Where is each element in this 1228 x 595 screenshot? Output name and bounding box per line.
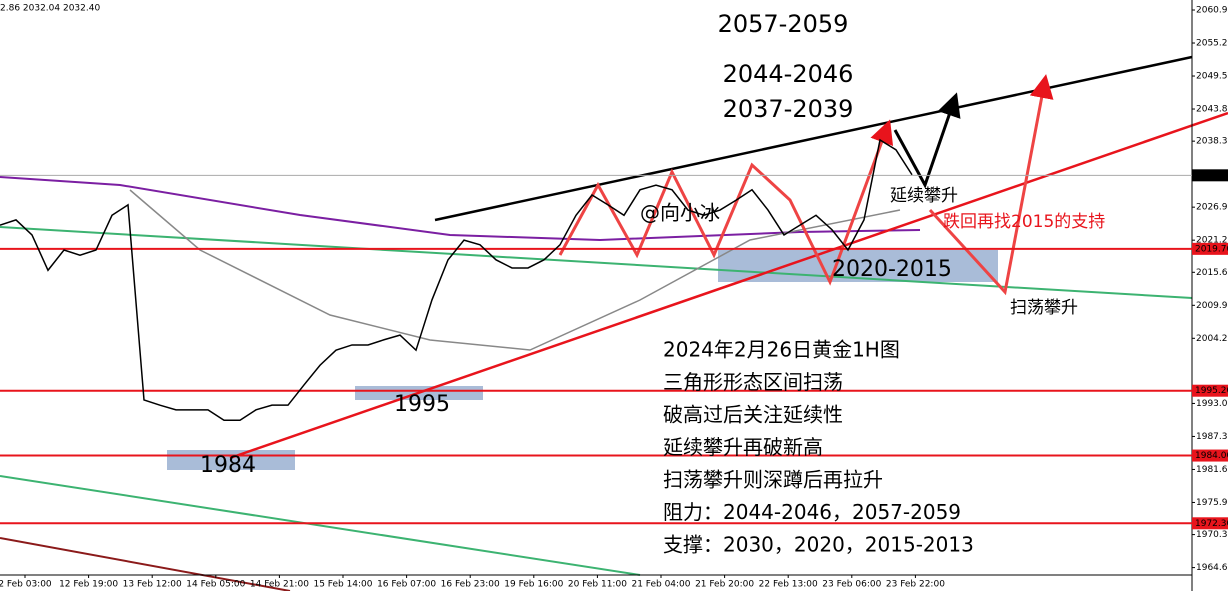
x-tick-label: 21 Feb 04:00 — [631, 580, 690, 590]
y-tick-label: 1975.90 — [1196, 498, 1228, 508]
x-tick-label: 2 Feb 03:00 — [0, 580, 52, 590]
y-tick-label: 1964.65 — [1196, 563, 1228, 573]
y-tick-label: 2038.30 — [1196, 137, 1228, 147]
level-tag-label: 2019.70 — [1195, 244, 1228, 254]
path-arrow — [893, 92, 961, 189]
level-tag-label: 1995.20 — [1195, 386, 1228, 396]
annotation: @向小冰 — [640, 201, 720, 225]
y-tick-label: 2060.95 — [1196, 6, 1228, 16]
x-tick-label: 16 Feb 23:00 — [441, 580, 500, 590]
x-tick-label: 23 Feb 22:00 — [886, 580, 945, 590]
y-tick-label: 1987.30 — [1196, 432, 1228, 442]
y-tick-label: 2055.25 — [1196, 39, 1228, 49]
x-tick-label: 14 Feb 05:00 — [186, 580, 245, 590]
header-text: 2.86 2032.04 2032.40 — [0, 4, 100, 14]
analysis-line: 支撑：2030，2020，2015-2013 — [663, 533, 974, 557]
analysis-line: 阻力：2044-2046，2057-2059 — [663, 500, 961, 524]
annotation: 2020-2015 — [832, 257, 952, 282]
path-arrow — [928, 74, 1054, 296]
annotation: 1984 — [200, 453, 256, 478]
moving-average — [129, 189, 901, 351]
y-tick-label: 2015.65 — [1196, 268, 1228, 278]
x-tick-label: 15 Feb 14:00 — [313, 580, 372, 590]
y-tick-label: 1981.60 — [1196, 465, 1228, 475]
support-line — [229, 111, 1228, 460]
y-tick-label: 2026.90 — [1196, 203, 1228, 213]
price-line — [0, 138, 913, 421]
y-tick-label: 2004.25 — [1196, 334, 1228, 344]
trend-line — [0, 475, 641, 576]
annotation: 扫荡攀升 — [1010, 298, 1078, 318]
price-tag-label: 2032.40 — [1195, 171, 1228, 181]
y-tick-label: 2009.95 — [1196, 301, 1228, 311]
x-tick-label: 14 Feb 21:00 — [250, 580, 309, 590]
price-tag — [1192, 169, 1228, 182]
y-tick-label: 2049.55 — [1196, 72, 1228, 82]
level-tag-label: 1972.30 — [1195, 519, 1228, 529]
annotation: 2044-2046 — [723, 60, 854, 88]
path-arrow — [558, 119, 894, 286]
x-tick-label: 20 Feb 11:00 — [568, 580, 627, 590]
level-tag-label: 1984.00 — [1195, 451, 1228, 461]
annotation: 跌回再找2015的支持 — [943, 212, 1105, 232]
analysis-line: 三角形形态区间扫荡 — [663, 370, 843, 394]
annotation: 2057-2059 — [718, 10, 849, 38]
x-tick-label: 23 Feb 06:00 — [822, 580, 881, 590]
annotation: 1995 — [394, 392, 450, 417]
x-tick-label: 16 Feb 07:00 — [377, 580, 436, 590]
analysis-line: 破高过后关注延续性 — [663, 403, 843, 427]
level-tag — [1192, 449, 1228, 462]
analysis-line: 扫荡攀升则深蹲后再拉升 — [663, 468, 883, 492]
annotation: 2037-2039 — [723, 95, 854, 123]
level-tag — [1192, 242, 1228, 255]
moving-average — [0, 176, 921, 242]
trend-line — [0, 226, 1193, 299]
x-tick-label: 22 Feb 13:00 — [759, 580, 818, 590]
analysis-line: 2024年2月26日黄金1H图 — [663, 338, 900, 362]
zone-box — [718, 250, 998, 282]
annotation: 延续攀升 — [890, 186, 958, 206]
y-tick-label: 1970.35 — [1196, 530, 1228, 540]
y-tick-label: 2021.20 — [1196, 236, 1228, 246]
x-tick-label: 19 Feb 16:00 — [504, 580, 563, 590]
resistance-line — [434, 55, 1193, 222]
analysis-line: 延续攀升再破新高 — [663, 435, 823, 459]
level-tag — [1192, 384, 1228, 397]
x-tick-label: 13 Feb 12:00 — [123, 580, 182, 590]
x-tick-label: 21 Feb 20:00 — [695, 580, 754, 590]
x-tick-label: 12 Feb 19:00 — [59, 580, 118, 590]
trend-line — [0, 537, 291, 592]
level-tag — [1192, 517, 1228, 530]
y-tick-label: 2043.85 — [1196, 105, 1228, 115]
y-tick-label: 1993.00 — [1196, 399, 1228, 409]
